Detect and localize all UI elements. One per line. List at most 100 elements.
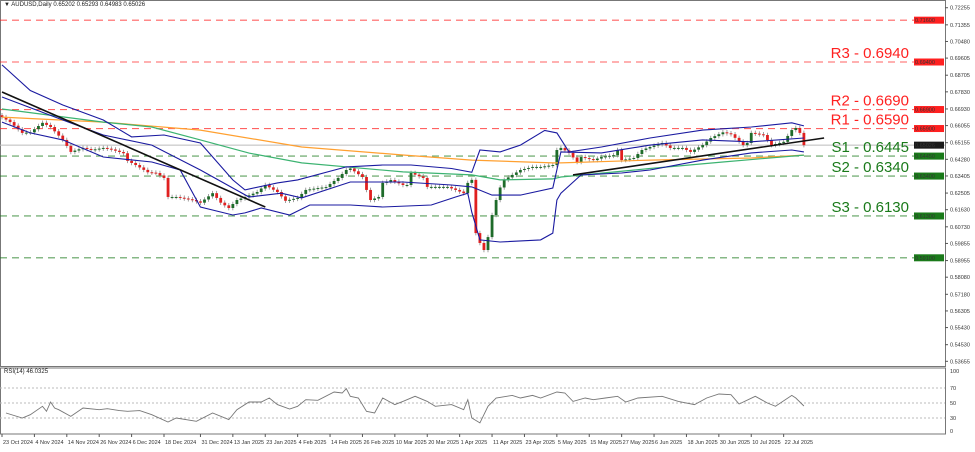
candle-bearish bbox=[583, 157, 587, 159]
x-tick-label: 11 Apr 2025 bbox=[493, 440, 522, 446]
candle-bullish bbox=[494, 200, 498, 216]
candle-bearish bbox=[219, 197, 223, 203]
candle-bearish bbox=[142, 167, 146, 170]
main-panel-frame bbox=[0, 0, 946, 367]
candle-bearish bbox=[146, 169, 150, 173]
candle-bullish bbox=[304, 189, 308, 194]
level-label: S1 - 0.6445 bbox=[831, 139, 909, 156]
candle-bearish bbox=[45, 122, 48, 125]
candle-bearish bbox=[118, 150, 121, 152]
candle-bullish bbox=[579, 157, 583, 162]
y-tick-label: 0.64280 bbox=[950, 157, 970, 163]
candle-bullish bbox=[466, 182, 470, 194]
price-tag: 0.63400 bbox=[915, 174, 935, 180]
price-tag: 0.64450 bbox=[915, 154, 935, 160]
candle-bullish bbox=[498, 187, 502, 201]
y-tick-label: 0.66930 bbox=[950, 107, 970, 113]
candle-bearish bbox=[122, 151, 125, 154]
candle-bullish bbox=[255, 192, 259, 194]
candle-bullish bbox=[555, 150, 559, 166]
candle-bullish bbox=[259, 188, 263, 193]
x-tick-label: 18 Jun 2025 bbox=[687, 440, 717, 446]
candle-bearish bbox=[280, 192, 283, 197]
candle-bullish bbox=[33, 129, 36, 133]
candle-bearish bbox=[49, 124, 52, 128]
candle-bearish bbox=[365, 177, 368, 190]
candle-bearish bbox=[190, 199, 194, 201]
candle-bullish bbox=[316, 188, 320, 190]
candle-bullish bbox=[608, 155, 611, 157]
price-tag: 0.65026 bbox=[915, 143, 935, 149]
y-tick-label: 0.70480 bbox=[950, 39, 970, 45]
candle-bearish bbox=[182, 197, 186, 199]
candle-bearish bbox=[61, 135, 65, 140]
x-tick-label: 6 Jun 2025 bbox=[655, 440, 682, 446]
candle-bullish bbox=[24, 132, 28, 134]
candle-bullish bbox=[239, 198, 243, 201]
candle-bullish bbox=[790, 130, 794, 136]
candle-bullish bbox=[681, 147, 684, 149]
candle-bullish bbox=[490, 215, 494, 238]
candle-bearish bbox=[587, 158, 591, 160]
y-tick-label: 0.72255 bbox=[950, 6, 970, 12]
candle-bearish bbox=[284, 196, 287, 201]
price-tag-bg bbox=[914, 125, 944, 133]
y-tick-label: 0.67830 bbox=[950, 90, 970, 96]
candle-bullish bbox=[251, 193, 255, 196]
candle-bullish bbox=[794, 127, 798, 131]
candle-bullish bbox=[656, 144, 660, 146]
candle-bearish bbox=[725, 132, 729, 134]
candle-bearish bbox=[199, 201, 202, 203]
x-tick-label: 22 Jul 2025 bbox=[785, 440, 813, 446]
y-tick-label: 0.60730 bbox=[950, 225, 970, 231]
candle-bearish bbox=[450, 186, 453, 189]
price-tag-bg bbox=[914, 106, 944, 114]
candle-bullish bbox=[101, 147, 105, 149]
x-tick-label: 10 Mar 2025 bbox=[396, 440, 427, 446]
candle-bullish bbox=[644, 148, 648, 151]
candle-bearish bbox=[166, 177, 170, 197]
candle-bullish bbox=[320, 187, 324, 189]
y-tick-label: 0.55430 bbox=[950, 326, 970, 332]
candle-bullish bbox=[300, 193, 304, 198]
candle-bearish bbox=[138, 165, 142, 168]
candle-bearish bbox=[802, 132, 806, 146]
y-tick-label: 0.57180 bbox=[950, 292, 970, 298]
y-tick-label: 0.69605 bbox=[950, 56, 970, 62]
candle-bearish bbox=[267, 184, 271, 188]
candle-bearish bbox=[421, 176, 425, 178]
candle-bullish bbox=[616, 150, 619, 156]
candle-bullish bbox=[745, 142, 749, 146]
candle-bearish bbox=[664, 142, 668, 146]
bollinger-upper-band bbox=[1, 64, 805, 191]
price-tag: 0.71600 bbox=[915, 18, 935, 24]
x-tick-label: 15 May 2025 bbox=[590, 440, 622, 446]
y-tick-label: 0.56305 bbox=[950, 309, 970, 315]
candle-bullish bbox=[174, 196, 178, 198]
candle-bearish bbox=[393, 180, 397, 182]
x-tick-label: 14 Nov 2024 bbox=[68, 440, 99, 446]
candle-bearish bbox=[729, 133, 733, 135]
candle-bullish bbox=[442, 186, 445, 188]
candle-bullish bbox=[648, 146, 652, 149]
candle-bullish bbox=[324, 187, 328, 189]
y-tick-label: 0.68705 bbox=[950, 73, 970, 79]
candle-bearish bbox=[134, 162, 138, 166]
candle-bullish bbox=[535, 166, 538, 168]
candle-bullish bbox=[446, 186, 449, 188]
candle-bullish bbox=[510, 174, 514, 178]
candle-bearish bbox=[105, 147, 109, 149]
candle-bearish bbox=[158, 173, 162, 176]
candle-bearish bbox=[276, 189, 279, 193]
candle-bullish bbox=[539, 166, 543, 168]
candle-bullish bbox=[502, 179, 506, 188]
candle-bullish bbox=[377, 196, 381, 199]
x-tick-label: 14 Feb 2025 bbox=[331, 440, 362, 446]
collapse-triangle-icon[interactable]: ▼ bbox=[4, 2, 10, 8]
candle-bearish bbox=[737, 137, 741, 142]
rsi-tick-label: 50 bbox=[950, 401, 956, 407]
x-tick-label: 4 Feb 2025 bbox=[299, 440, 327, 446]
candle-bullish bbox=[672, 147, 676, 149]
x-tick-label: 26 Nov 2024 bbox=[100, 440, 131, 446]
